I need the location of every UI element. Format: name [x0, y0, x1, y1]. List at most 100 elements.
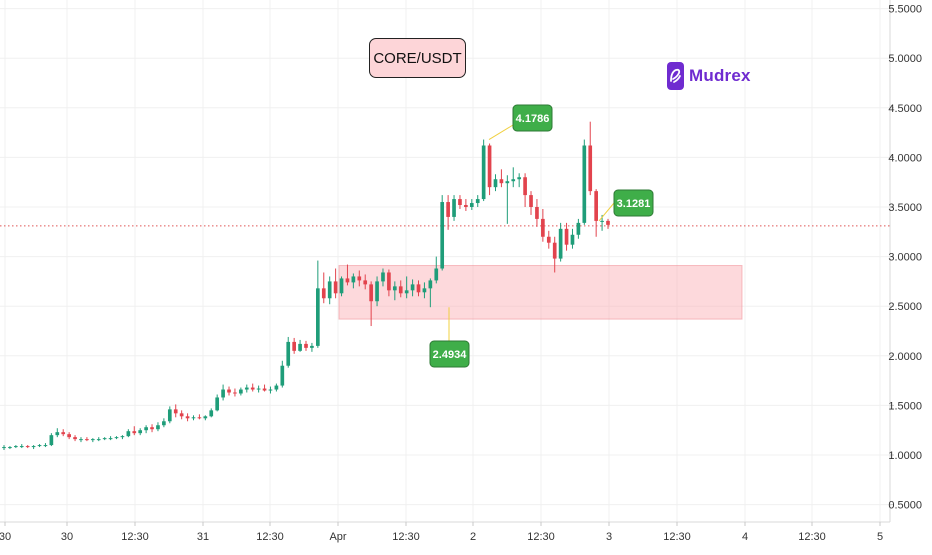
candle-body — [576, 222, 581, 235]
annotation-leader — [488, 124, 514, 140]
candle-body — [469, 203, 474, 207]
candle-body — [505, 181, 510, 184]
candle-body — [262, 388, 267, 391]
candle-body — [535, 207, 539, 219]
candle-body — [434, 268, 439, 281]
candle-body — [357, 276, 362, 281]
x-tick-label: 30 — [0, 531, 11, 543]
x-tick-label: 12:30 — [121, 531, 149, 543]
candle-body — [440, 202, 445, 269]
x-tick-label: 31 — [197, 531, 209, 543]
candle-body — [452, 199, 456, 217]
y-axis[interactable]: 0.5000 1.0000 1.5000 2.0000 2.5000 3.0000 3.50… — [888, 0, 922, 522]
candle-body — [132, 431, 137, 434]
candle-body — [203, 416, 208, 419]
candle-body — [43, 445, 48, 447]
candle-body — [19, 446, 24, 448]
candle-body — [582, 145, 587, 223]
candle-body — [167, 409, 172, 422]
y-tick-label: 1.0000 — [888, 450, 922, 462]
annotation-label: 3.1281 — [617, 198, 651, 210]
y-tick-label: 2.5000 — [888, 301, 922, 313]
chart-title: CORE/USDT — [369, 38, 466, 78]
x-axis[interactable]: 30 30 12:30 31 12:30 Apr 12:30 2 12:30 3 12:30 4 12:… — [0, 521, 890, 543]
x-tick-label: 12:30 — [798, 531, 826, 543]
candle-body — [422, 288, 427, 293]
candle-body — [144, 427, 148, 431]
x-tick-label: 12:30 — [663, 531, 691, 543]
candle-body — [541, 218, 545, 237]
candle-body — [552, 242, 557, 259]
candle-body — [197, 417, 202, 419]
candle-body — [404, 290, 409, 294]
candle-body — [428, 280, 433, 289]
x-tick-label: 2 — [470, 531, 476, 543]
candle-body — [600, 220, 604, 222]
annotations: 4.1786 3.1281 2.4934 — [429, 104, 654, 368]
candle-body — [280, 365, 285, 386]
candle-body — [475, 199, 480, 204]
y-tick-label: 2.0000 — [888, 351, 922, 363]
candle-body — [31, 446, 36, 448]
candle-body — [606, 220, 610, 225]
candle-body — [304, 343, 308, 348]
candle-body — [221, 389, 225, 398]
candle-body — [392, 286, 397, 291]
y-tick-label: 3.5000 — [888, 202, 922, 214]
candle-body — [517, 177, 522, 180]
candle-body — [298, 343, 302, 351]
candle-body — [363, 280, 368, 285]
candle-body — [351, 276, 356, 283]
y-tick-label: 1.5000 — [888, 400, 922, 412]
candle-body — [233, 392, 237, 394]
candle-body — [67, 434, 71, 438]
y-tick-label: 3.0000 — [888, 252, 922, 264]
x-tick-label: 12:30 — [256, 531, 284, 543]
candle-body — [327, 281, 332, 299]
candle-body — [369, 284, 373, 302]
y-tick-label: 4.0000 — [888, 152, 922, 164]
y-tick-label: 0.5000 — [888, 500, 922, 512]
candle-body — [493, 179, 498, 188]
candle-body — [487, 145, 492, 188]
candle-body — [458, 199, 462, 206]
candle-body — [570, 234, 575, 245]
candle-body — [416, 284, 421, 293]
candle-body — [85, 439, 89, 441]
candle-body — [499, 179, 504, 184]
candle-body — [594, 191, 598, 221]
candle-body — [156, 425, 160, 430]
y-tick-label: 5.5000 — [888, 4, 922, 16]
candle-body — [61, 432, 66, 435]
candle-body — [49, 435, 54, 446]
candle-body — [375, 281, 379, 302]
candle-body — [564, 228, 569, 245]
mudrex-logo-text: Mudrex — [689, 66, 751, 85]
y-tick-label: 5.0000 — [888, 53, 922, 65]
candle-body — [558, 228, 563, 259]
candle-body — [286, 341, 291, 366]
candle-body — [138, 430, 143, 434]
candle-body — [120, 436, 125, 438]
candle-body — [73, 437, 77, 440]
candle-body — [381, 272, 385, 282]
grid-lines — [0, 0, 890, 522]
candle-body — [185, 416, 190, 419]
candle-body — [274, 385, 279, 390]
candle-body — [398, 286, 403, 294]
candle-body — [79, 439, 83, 441]
candle-body — [523, 177, 527, 196]
candle-body — [546, 236, 551, 243]
candle-body — [481, 145, 486, 200]
annotation-box — [429, 340, 470, 368]
candle-body — [108, 438, 113, 440]
candle-body — [529, 195, 533, 207]
candle-body — [55, 432, 60, 436]
candle-body — [215, 397, 220, 411]
x-tick-label: 4 — [742, 531, 748, 543]
candle-body — [333, 281, 338, 294]
x-tick-label: 5 — [877, 531, 883, 543]
candle-body — [250, 387, 255, 390]
